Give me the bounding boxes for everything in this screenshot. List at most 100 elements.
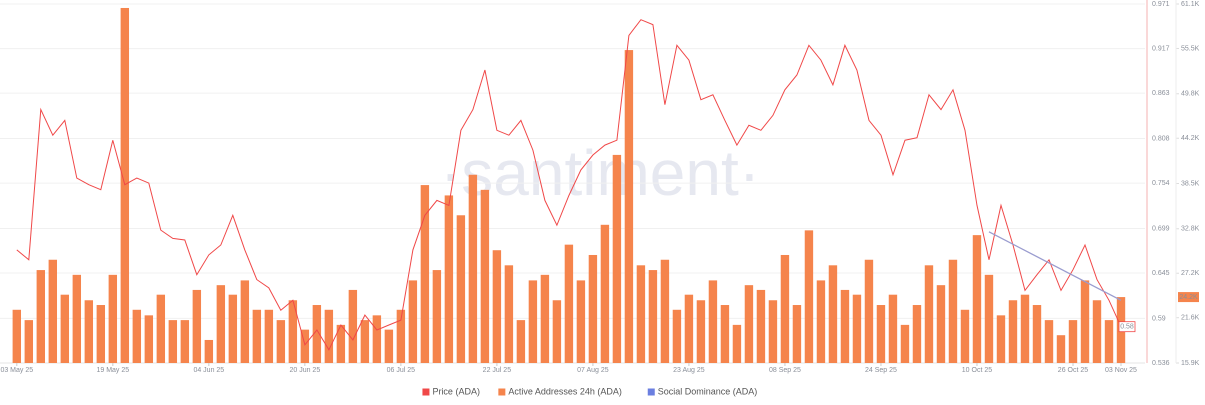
bar bbox=[1044, 320, 1054, 363]
bar bbox=[636, 265, 646, 363]
bar bbox=[288, 300, 298, 363]
y2-tick-label: 55.5K bbox=[1181, 45, 1200, 52]
y-tick-label: 0.863 bbox=[1152, 90, 1170, 97]
bar bbox=[792, 305, 802, 363]
bar bbox=[972, 235, 982, 363]
y2-tick-label: 21.6K bbox=[1181, 315, 1200, 322]
bar bbox=[108, 274, 118, 363]
y2-tick-label: 27.2K bbox=[1181, 270, 1200, 277]
legend-marker bbox=[647, 388, 655, 396]
x-tick-label: 06 Jul 25 bbox=[387, 367, 416, 374]
bar bbox=[816, 280, 826, 363]
x-tick-label: 19 May 25 bbox=[96, 367, 129, 374]
legend-label: Price (ADA) bbox=[432, 386, 480, 396]
last-value-label: 0.58 bbox=[1120, 324, 1134, 331]
price-line bbox=[16, 19, 1122, 351]
bar bbox=[564, 244, 574, 363]
bar bbox=[1080, 280, 1090, 363]
bar bbox=[504, 265, 514, 363]
bar bbox=[804, 230, 814, 363]
legend-label: Active Addresses 24h (ADA) bbox=[508, 386, 622, 396]
x-tick-label: 22 Jul 25 bbox=[483, 367, 512, 374]
x-tick-label: 03 Nov 25 bbox=[1105, 367, 1137, 374]
bar bbox=[672, 309, 682, 363]
bar bbox=[936, 285, 946, 363]
y2-tick-label: 15.9K bbox=[1181, 360, 1200, 367]
bar bbox=[600, 224, 610, 363]
y2-tick-label: 49.8K bbox=[1181, 91, 1200, 98]
bar bbox=[492, 250, 502, 363]
bar bbox=[1056, 335, 1066, 363]
bar bbox=[36, 270, 46, 363]
bar bbox=[840, 289, 850, 363]
bar bbox=[552, 300, 562, 363]
bar bbox=[408, 280, 418, 363]
x-tick-label: 07 Aug 25 bbox=[577, 367, 609, 374]
y-tick-label: 0.59 bbox=[1152, 315, 1166, 322]
bar bbox=[444, 195, 454, 363]
bar bbox=[768, 300, 778, 363]
bar bbox=[12, 309, 22, 363]
bar bbox=[744, 285, 754, 363]
y-tick-label: 0.971 bbox=[1152, 1, 1170, 8]
y-tick-label: 0.754 bbox=[1152, 180, 1170, 187]
bar bbox=[828, 265, 838, 363]
bar bbox=[660, 259, 670, 363]
y2-tick-label: 61.1K bbox=[1181, 1, 1200, 8]
bar bbox=[1068, 320, 1078, 363]
bar bbox=[60, 294, 70, 363]
bar bbox=[1008, 300, 1018, 363]
x-tick-label: 04 Jun 25 bbox=[193, 367, 224, 374]
y2-tick-label: 32.8K bbox=[1181, 226, 1200, 233]
last-value-box bbox=[1118, 321, 1136, 333]
bar bbox=[228, 294, 238, 363]
bar bbox=[204, 339, 214, 363]
bar bbox=[1104, 320, 1114, 363]
bar bbox=[588, 254, 598, 363]
bar bbox=[924, 265, 934, 363]
bar bbox=[996, 315, 1006, 363]
legend-marker bbox=[422, 388, 430, 396]
bar bbox=[336, 324, 346, 363]
bar bbox=[72, 274, 82, 363]
bar bbox=[168, 320, 178, 363]
bar bbox=[216, 285, 226, 363]
bar bbox=[372, 315, 382, 363]
last-value-label: 24.2K bbox=[1179, 294, 1198, 301]
bar bbox=[708, 280, 718, 363]
bar bbox=[432, 270, 442, 363]
bar bbox=[324, 309, 334, 363]
bar bbox=[1020, 294, 1030, 363]
bar bbox=[528, 280, 538, 363]
bar bbox=[240, 280, 250, 363]
bar bbox=[1032, 305, 1042, 363]
bar bbox=[624, 50, 634, 363]
x-tick-label: 10 Oct 25 bbox=[962, 367, 992, 374]
bar bbox=[540, 274, 550, 363]
bar bbox=[264, 309, 274, 363]
bar bbox=[420, 185, 430, 363]
bar bbox=[384, 329, 394, 363]
bar bbox=[48, 259, 58, 363]
bar bbox=[312, 305, 322, 363]
bar bbox=[684, 294, 694, 363]
bar bbox=[276, 320, 286, 363]
bar bbox=[876, 305, 886, 363]
bar bbox=[864, 259, 874, 363]
x-tick-label: 08 Sep 25 bbox=[769, 367, 801, 374]
bar bbox=[696, 300, 706, 363]
y-tick-label: 0.645 bbox=[1152, 270, 1170, 277]
x-tick-label: 24 Sep 25 bbox=[865, 367, 897, 374]
bar bbox=[360, 320, 370, 363]
bar bbox=[756, 289, 766, 363]
bar bbox=[516, 320, 526, 363]
y-tick-label: 0.808 bbox=[1152, 135, 1170, 142]
bar bbox=[780, 254, 790, 363]
bar bbox=[300, 329, 310, 363]
y2-tick-label: 44.2K bbox=[1181, 135, 1200, 142]
x-tick-label: 03 May 25 bbox=[0, 367, 33, 374]
bar bbox=[456, 215, 466, 363]
bar bbox=[612, 154, 622, 363]
y-tick-label: 0.536 bbox=[1152, 360, 1170, 367]
bar bbox=[576, 280, 586, 363]
